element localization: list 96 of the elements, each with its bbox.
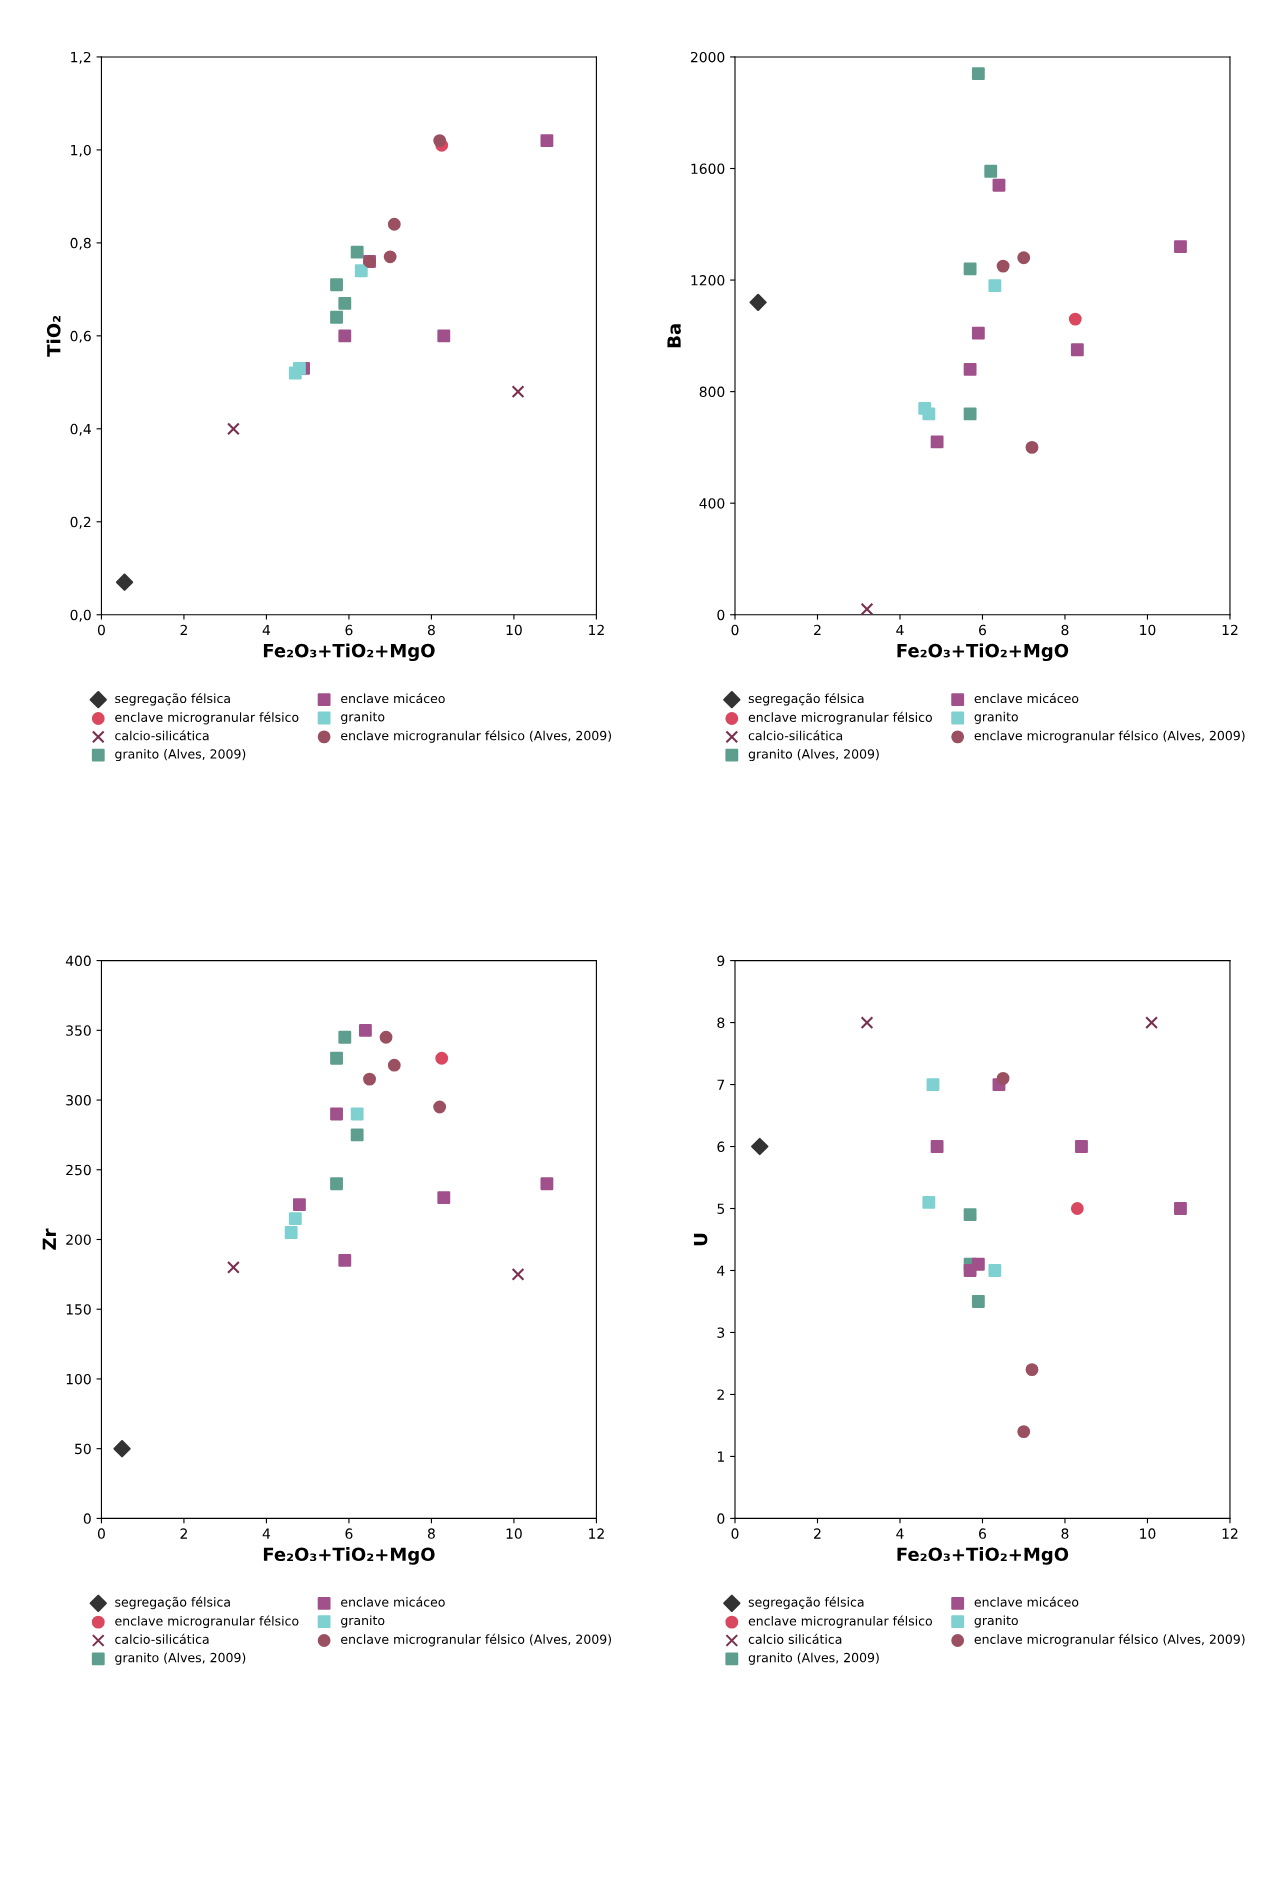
x-tick-label: 2	[180, 1528, 187, 1539]
x-tick-label: 10	[1140, 1528, 1156, 1539]
y-axis-title: Zr	[42, 1228, 56, 1250]
x-tick-label: 10	[506, 624, 522, 636]
legend-label: enclave microgranular félsico (Alves, 2009)	[974, 1633, 1245, 1647]
y-tick-label: 100	[66, 1373, 91, 1385]
y-tick-label: 2	[717, 1389, 724, 1400]
legend-label: segregação félsica	[115, 692, 230, 706]
legend-label: enclave microgranular félsico (Alves, 2009)	[341, 1633, 611, 1647]
legend-label: granito	[341, 711, 385, 724]
y-tick-label: 0,0	[70, 609, 91, 622]
y-tick-label: 150	[66, 1304, 91, 1315]
x-axis-title: Fe₂O₃+TiO₂+MgO	[263, 643, 435, 662]
x-tick-label: 2	[814, 624, 821, 636]
legend-label: calcio-silicática	[115, 730, 209, 741]
y-tick-label: 8	[717, 1017, 725, 1029]
x-tick-label: 2	[814, 1528, 821, 1539]
x-tick-label: 4	[262, 1528, 271, 1539]
x-tick-label: 8	[427, 624, 435, 636]
y-axis-title: TiO₂	[46, 315, 61, 357]
x-tick-label: 8	[1061, 624, 1069, 636]
x-tick-label: 4	[262, 624, 271, 636]
y-tick-label: 7	[717, 1079, 725, 1090]
y-tick-label: 2000	[690, 51, 725, 63]
y-tick-label: 200	[66, 1234, 91, 1245]
legend-label: segregação félsica	[748, 1596, 864, 1610]
y-tick-label: 3	[717, 1327, 725, 1338]
y-tick-label: 9	[717, 955, 725, 967]
y-tick-label: 1600	[691, 163, 725, 174]
y-tick-label: 350	[66, 1025, 91, 1036]
y-tick-label: 0,4	[70, 423, 91, 436]
y-tick-label: 1200	[691, 275, 725, 286]
x-tick-label: 0	[97, 1528, 105, 1539]
y-tick-label: 300	[66, 1095, 91, 1106]
y-tick-label: 250	[66, 1164, 91, 1176]
legend-label: granito (Alves, 2009)	[115, 1652, 246, 1665]
y-axis-title: U	[693, 1233, 708, 1246]
legend-label: enclave microgranular félsico (Alves, 2009)	[341, 730, 611, 743]
x-tick-label: 8	[1061, 1528, 1069, 1539]
legend-label: enclave micáceo	[341, 1596, 445, 1607]
x-axis-title: Fe₂O₃+TiO₂+MgO	[263, 1547, 435, 1565]
y-tick-label: 4	[717, 1265, 725, 1276]
y-tick-label: 1,0	[71, 144, 91, 157]
legend-label: enclave microgranular félsico	[748, 1615, 932, 1629]
y-tick-label: 0,2	[70, 516, 91, 529]
x-tick-label: 6	[345, 624, 353, 636]
y-tick-label: 0,8	[70, 237, 91, 250]
y-tick-label: 0	[717, 609, 725, 621]
x-tick-label: 6	[979, 624, 987, 636]
x-tick-label: 0	[731, 1528, 739, 1539]
y-tick-label: 6	[717, 1141, 725, 1152]
y-tick-label: 1	[717, 1451, 724, 1462]
legend-label: granito (Alves, 2009)	[748, 748, 879, 762]
y-axis-title: Ba	[667, 324, 681, 348]
x-tick-label: 6	[979, 1528, 987, 1539]
y-tick-label: 400	[699, 498, 725, 509]
legend-label: enclave microgranular félsico	[748, 711, 932, 725]
x-tick-label: 0	[731, 624, 739, 636]
x-tick-label: 12	[589, 624, 604, 636]
legend-label: enclave microgranular félsico	[115, 711, 299, 725]
legend-label: granito	[974, 1615, 1018, 1628]
legend-label: enclave micáceo	[974, 1596, 1079, 1607]
legend-label: granito (Alves, 2009)	[115, 748, 246, 762]
legend-label: calcio-silicática	[748, 730, 843, 741]
legend-label: granito	[341, 1615, 385, 1628]
x-tick-label: 12	[1222, 624, 1238, 636]
x-tick-label: 10	[1140, 624, 1156, 636]
x-axis-title: Fe₂O₃+TiO₂+MgO	[897, 643, 1069, 662]
x-tick-label: 2	[180, 624, 187, 636]
y-tick-label: 0	[717, 1513, 725, 1524]
x-tick-label: 8	[427, 1528, 435, 1539]
y-tick-label: 0,6	[70, 330, 91, 343]
y-tick-label: 0	[83, 1513, 91, 1524]
legend-label: segregação félsica	[748, 692, 864, 706]
legend-label: granito (Alves, 2009)	[748, 1652, 879, 1665]
y-tick-label: 400	[65, 955, 91, 967]
legend-label: enclave microgranular félsico	[115, 1615, 299, 1629]
x-tick-label: 12	[589, 1528, 604, 1539]
legend-label: granito	[974, 711, 1018, 724]
x-tick-label: 6	[345, 1528, 353, 1539]
legend-label: segregação félsica	[115, 1596, 230, 1610]
legend-label: enclave micáceo	[341, 692, 445, 704]
x-tick-label: 4	[896, 1528, 904, 1539]
x-axis-title: Fe₂O₃+TiO₂+MgO	[897, 1547, 1069, 1565]
y-tick-label: 800	[699, 386, 725, 398]
legend-label: enclave microgranular félsico (Alves, 2009)	[974, 730, 1245, 743]
x-tick-label: 12	[1222, 1528, 1238, 1539]
x-tick-label: 4	[896, 624, 904, 636]
y-tick-label: 5	[717, 1203, 725, 1214]
x-tick-label: 0	[97, 624, 105, 636]
y-tick-label: 1,2	[71, 51, 91, 64]
legend-label: enclave micáceo	[974, 692, 1079, 704]
y-tick-label: 50	[75, 1443, 91, 1455]
legend-label: calcio-silicática	[115, 1633, 209, 1644]
legend-label: calcio silicática	[748, 1633, 842, 1644]
x-tick-label: 10	[506, 1528, 522, 1539]
